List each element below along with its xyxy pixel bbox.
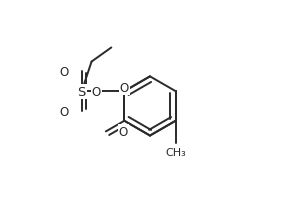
Text: O: O bbox=[119, 125, 128, 138]
Text: CH₃: CH₃ bbox=[165, 147, 186, 157]
Text: O: O bbox=[92, 85, 101, 98]
Text: O: O bbox=[60, 65, 69, 78]
Text: S: S bbox=[78, 85, 86, 98]
Text: O: O bbox=[120, 81, 129, 94]
Text: O: O bbox=[60, 105, 69, 118]
